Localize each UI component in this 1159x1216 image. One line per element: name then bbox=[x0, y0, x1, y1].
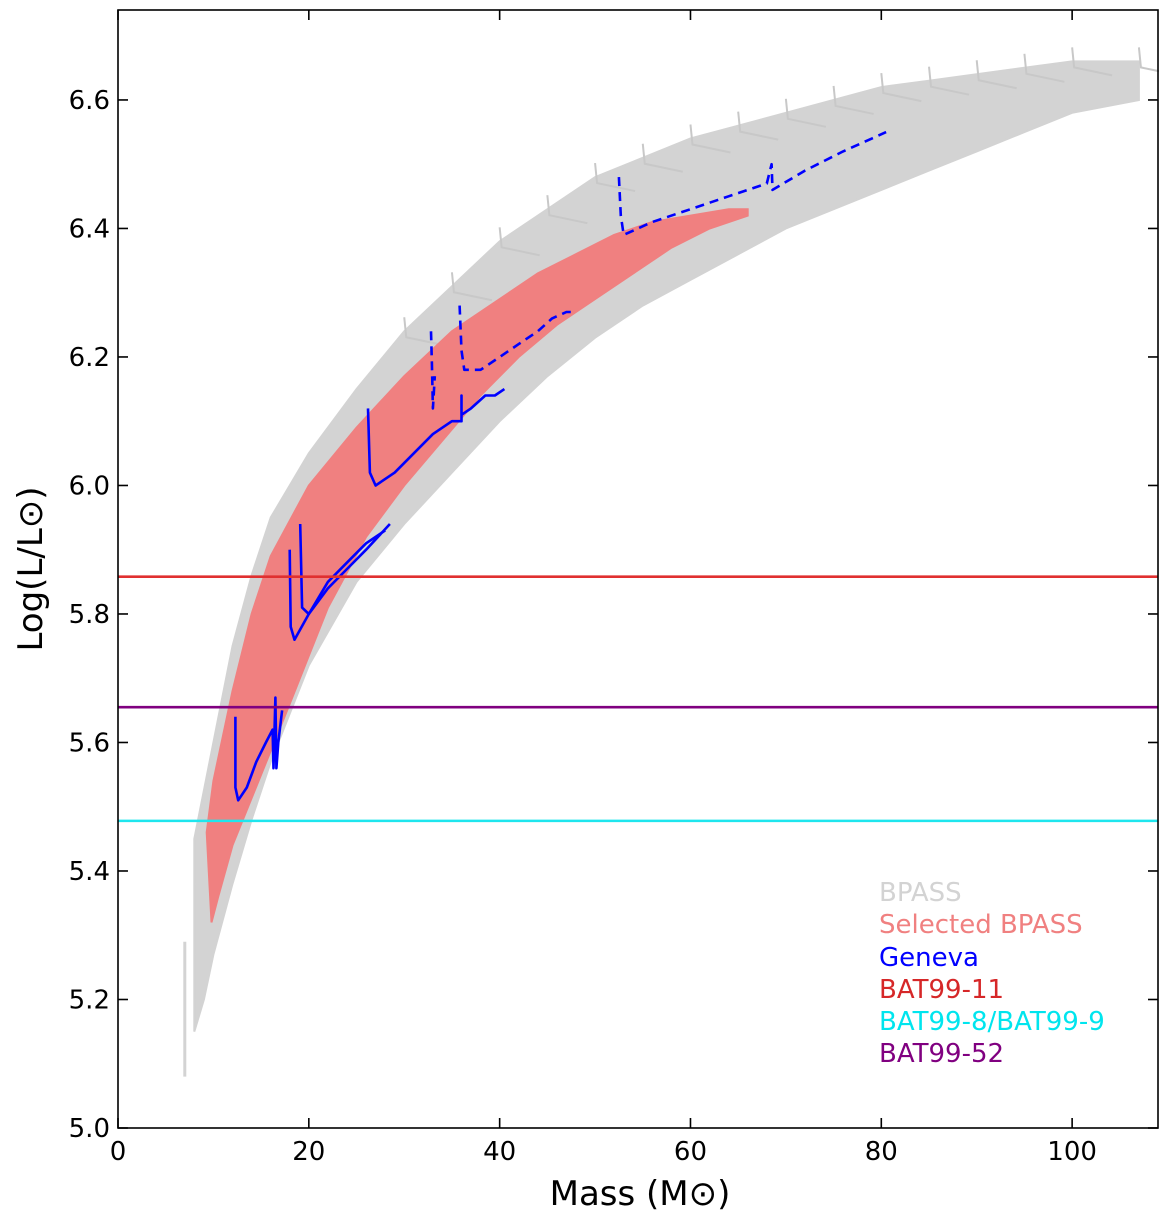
geneva-track-4 bbox=[366, 388, 506, 487]
x-tick-label: 100 bbox=[1047, 1137, 1097, 1167]
y-tick-label: 5.6 bbox=[69, 728, 110, 758]
y-ticks: 5.0 5.2 5.4 5.6 5.8 6.0 6.2 6.4 6.6 bbox=[69, 86, 1158, 1144]
geneva-track-7 bbox=[617, 130, 887, 237]
legend-item-bpass: BPASS bbox=[879, 878, 962, 908]
bpass-track-hook bbox=[928, 66, 970, 96]
observed-star-lines bbox=[118, 575, 1158, 823]
y-tick-label: 6.0 bbox=[69, 471, 110, 501]
legend: BPASS Selected BPASS Geneva BAT99-11 BAT… bbox=[879, 878, 1105, 1069]
y-tick-label: 6.2 bbox=[69, 343, 110, 373]
y-tick-label: 5.2 bbox=[69, 985, 110, 1015]
y-tick-label: 6.6 bbox=[69, 86, 110, 116]
legend-item-bat99-8-9: BAT99-8/BAT99-9 bbox=[879, 1007, 1105, 1037]
geneva-track-1 bbox=[234, 696, 284, 802]
bpass-track-hook bbox=[403, 317, 445, 347]
y-tick-label: 6.4 bbox=[69, 214, 110, 244]
bpass-tracks bbox=[183, 47, 1159, 1077]
bpass-track-hook bbox=[832, 85, 874, 115]
y-tick-label: 5.4 bbox=[69, 857, 110, 887]
bpass-track-hook bbox=[1023, 53, 1065, 83]
bpass-track-hook bbox=[641, 143, 683, 173]
legend-item-bat99-11: BAT99-11 bbox=[879, 975, 1004, 1005]
y-tick-label: 5.8 bbox=[69, 600, 110, 630]
x-tick-label: 20 bbox=[292, 1137, 325, 1167]
selected-bpass-band bbox=[205, 208, 749, 923]
geneva-track-5 bbox=[429, 331, 437, 410]
geneva-tracks bbox=[234, 130, 887, 802]
x-tick-label: 80 bbox=[865, 1137, 898, 1167]
x-tick-label: 60 bbox=[674, 1137, 707, 1167]
y-tick-label: 5.0 bbox=[69, 1114, 110, 1144]
x-tick-label: 40 bbox=[483, 1137, 516, 1167]
legend-item-bat99-52: BAT99-52 bbox=[879, 1039, 1004, 1069]
bpass-track-hook bbox=[784, 98, 827, 128]
bpass-band bbox=[193, 60, 1140, 1032]
bpass-track-hook bbox=[1137, 47, 1159, 73]
plot-frame bbox=[117, 9, 1159, 1129]
x-axis-label: Mass (M⊙) bbox=[550, 1174, 731, 1214]
bpass-track-hook bbox=[737, 111, 779, 141]
y-axis-label: Log(L/L⊙) bbox=[11, 486, 51, 651]
geneva-track-2 bbox=[288, 529, 386, 642]
geneva-track-3 bbox=[298, 523, 391, 616]
bpass-track-hook bbox=[1071, 47, 1113, 77]
bpass-track-hook bbox=[450, 272, 493, 302]
bpass-track-hook bbox=[594, 162, 636, 193]
bpass-track-hook bbox=[689, 124, 731, 154]
bpass-track-hook bbox=[880, 73, 922, 103]
x-ticks: 0 20 40 60 80 100 bbox=[110, 10, 1097, 1167]
legend-item-selected-bpass: Selected BPASS bbox=[879, 910, 1083, 940]
selected-bpass-tracks bbox=[205, 208, 749, 923]
bpass-track-hook bbox=[975, 60, 1017, 90]
legend-item-geneva: Geneva bbox=[879, 943, 979, 973]
bpass-track-hook bbox=[498, 227, 540, 257]
bpass-track-hook bbox=[546, 195, 588, 225]
x-tick-label: 0 bbox=[110, 1137, 127, 1167]
